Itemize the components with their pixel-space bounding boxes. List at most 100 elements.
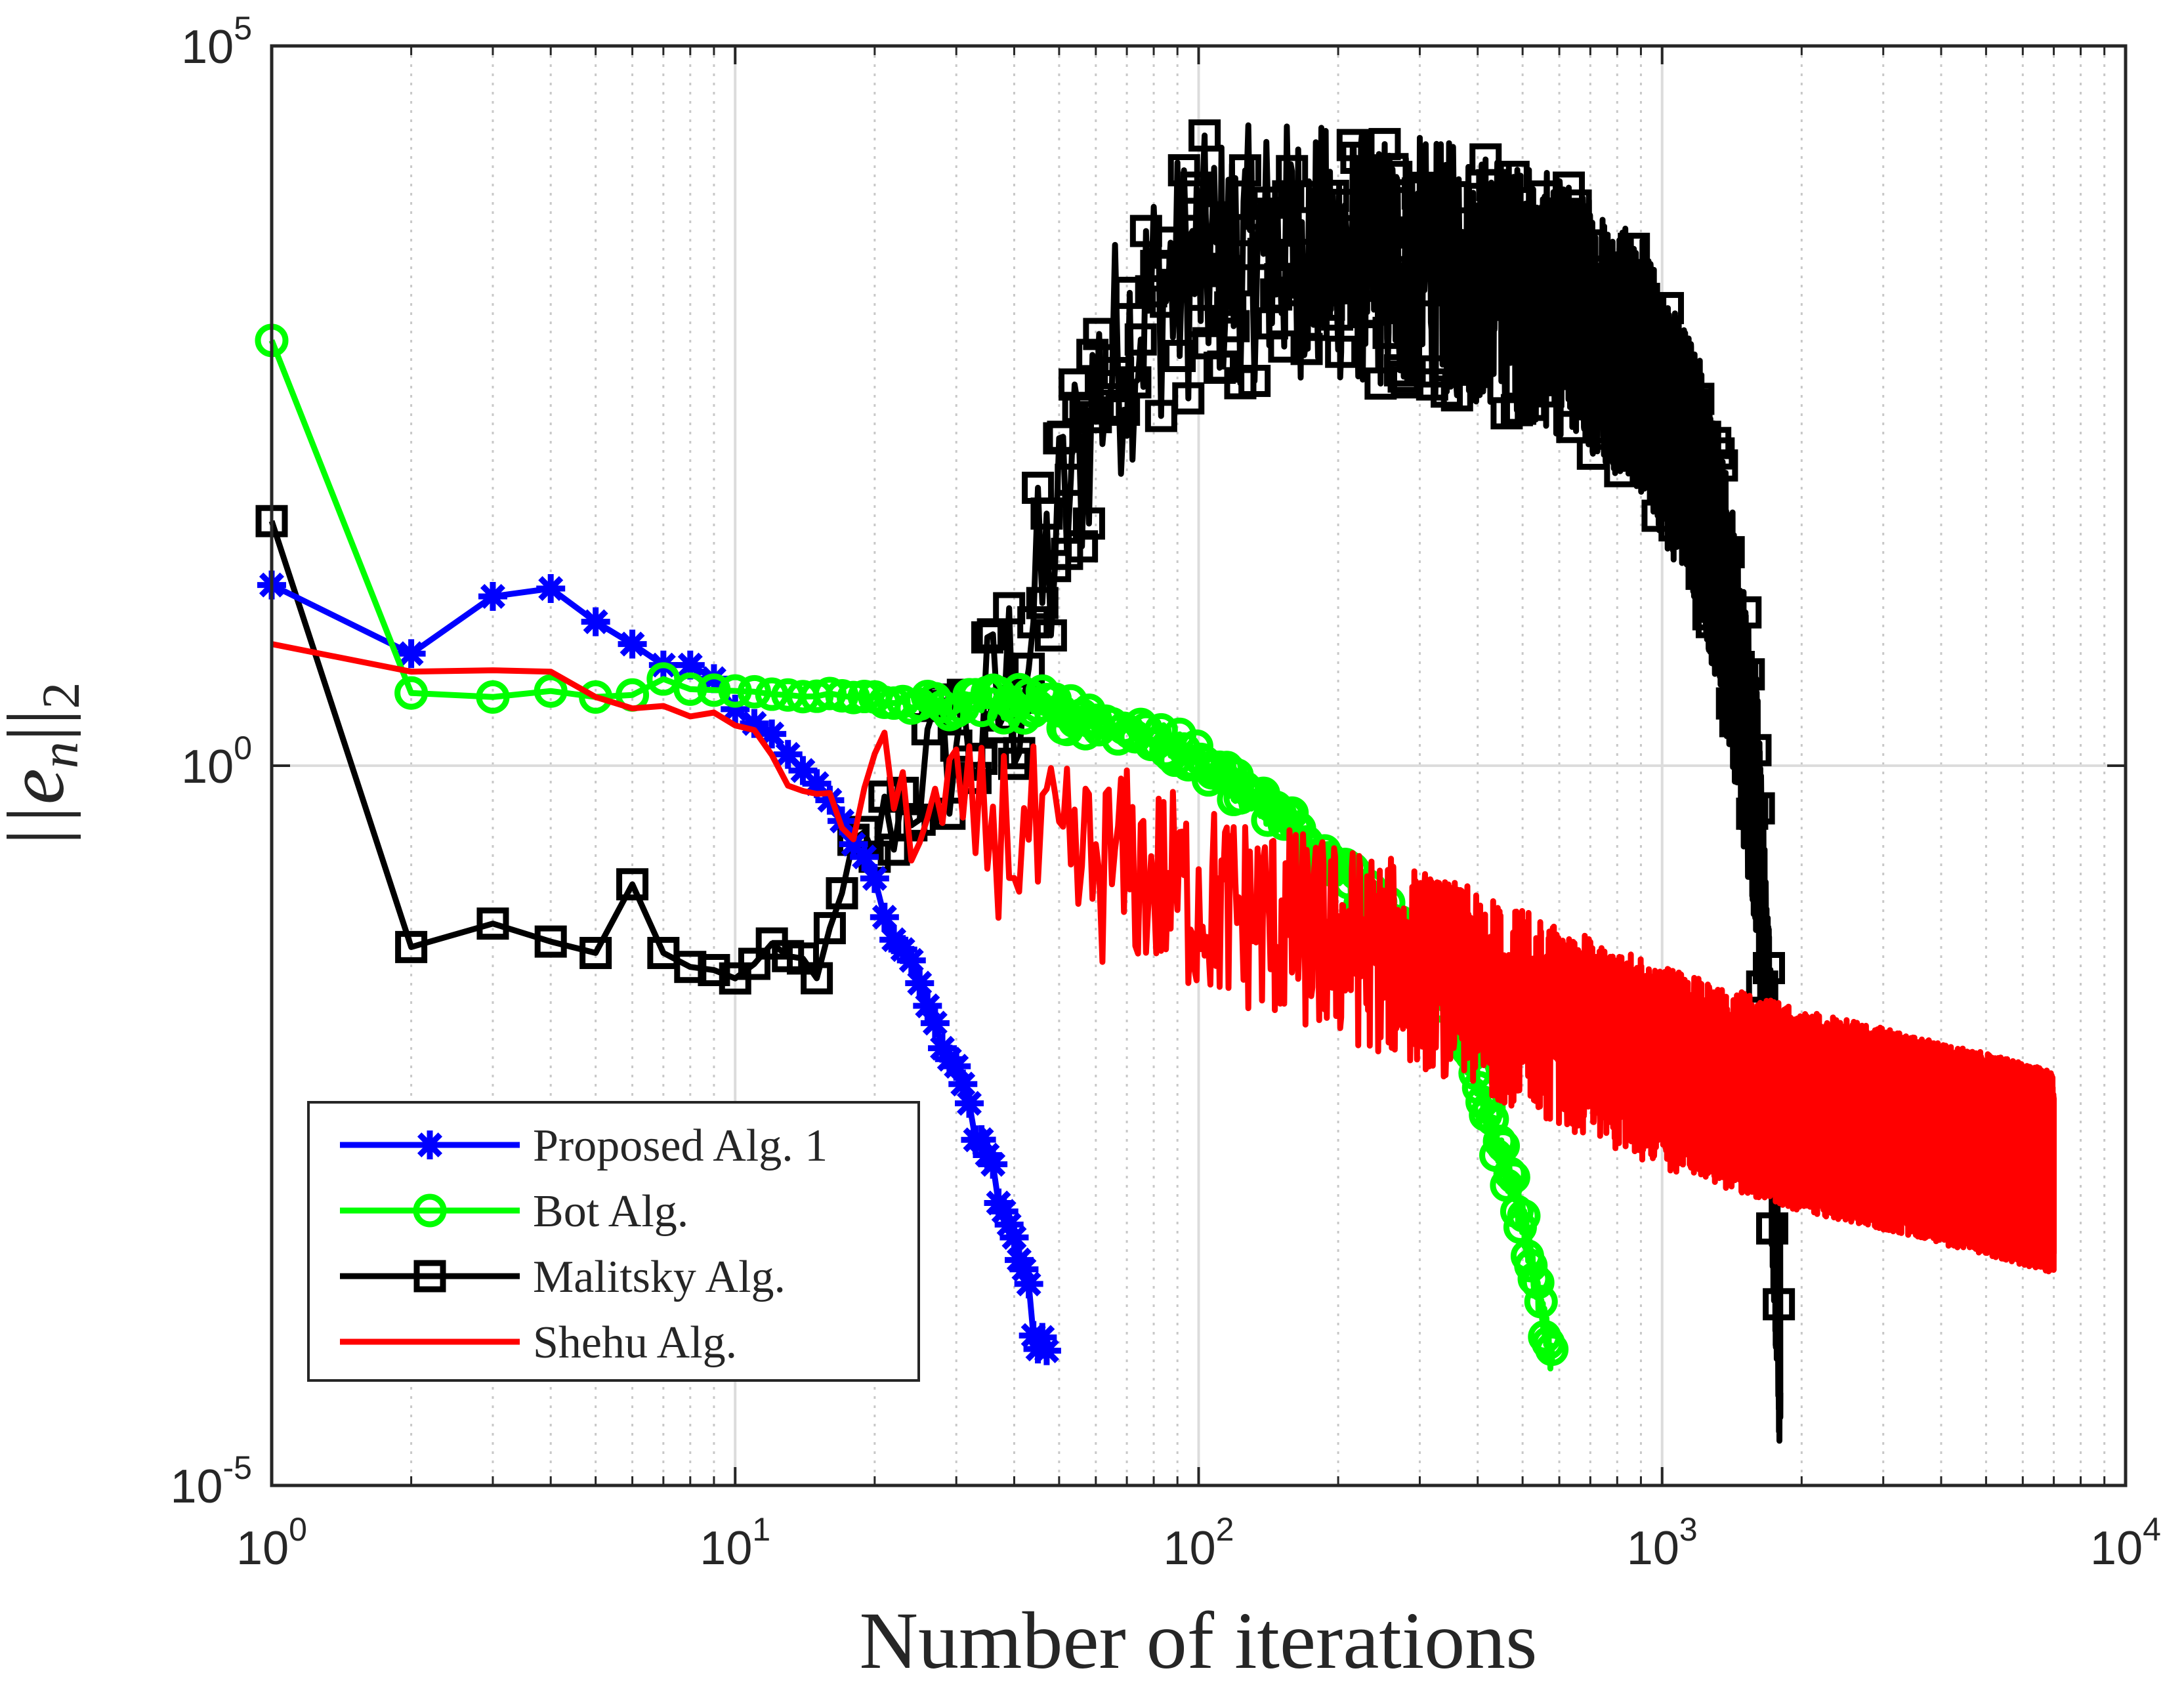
series-marker-square	[1671, 486, 1704, 519]
series-marker-square	[1268, 330, 1301, 363]
series-marker-circle	[737, 674, 771, 709]
series-marker-square	[1238, 365, 1271, 398]
series-marker-square	[1150, 285, 1183, 318]
series-marker-square	[413, 1260, 446, 1293]
legend-label: Proposed Alg. 1	[533, 1121, 828, 1171]
legend-items: Proposed Alg. 1 Bot Alg. Malitsky Alg. Sheh…	[340, 1121, 828, 1368]
series-marker-square	[1524, 240, 1557, 273]
series-marker-asterisk	[536, 574, 566, 604]
x-tick-label: 102	[1164, 1511, 1234, 1575]
series-marker-square	[1308, 216, 1341, 249]
series-marker-square	[1034, 619, 1067, 652]
series-marker-asterisk	[955, 1088, 984, 1118]
series-marker-circle	[1524, 1285, 1558, 1319]
series-marker-square	[1685, 558, 1718, 591]
marker-stroke	[907, 970, 933, 996]
series-marker-square	[1055, 463, 1087, 496]
series-marker-square	[1347, 264, 1380, 297]
marker-stroke	[956, 1090, 982, 1116]
series-marker-square	[959, 762, 992, 795]
series-marker-square	[1188, 119, 1221, 152]
series-marker-circle	[476, 680, 510, 714]
series-marker-square	[1692, 598, 1725, 631]
marker-stroke	[950, 1071, 976, 1097]
y-axis-label: ||en||2	[0, 682, 91, 850]
series-marker-square	[1372, 316, 1405, 349]
series-marker-square	[971, 621, 1003, 653]
series-marker-square	[1635, 337, 1668, 370]
series-markers	[255, 119, 1796, 1321]
series-marker-square	[1076, 339, 1109, 371]
marker-stroke	[980, 1151, 1006, 1177]
series-marker-asterisk	[581, 607, 610, 636]
series-marker-circle	[394, 676, 429, 710]
y-label-subscript-n: n	[30, 741, 89, 768]
series-marker-asterisk	[905, 968, 934, 998]
series-marker-square	[1570, 262, 1603, 295]
series-marker-square	[1180, 171, 1213, 204]
svg-text:||en||2: ||en||2	[0, 682, 91, 850]
series-line	[271, 641, 2057, 1275]
series-marker-square	[1066, 530, 1099, 563]
marker-stroke	[1016, 1271, 1041, 1296]
series-marker-square	[1573, 229, 1606, 262]
series-marker-circle	[697, 673, 731, 707]
series-marker-square	[1228, 154, 1261, 187]
marker-stroke	[922, 1010, 948, 1036]
legend-label: Bot Alg.	[533, 1186, 688, 1237]
series-marker-square	[1325, 335, 1358, 368]
series-marker-square	[395, 930, 428, 963]
series-marker-square	[1576, 437, 1609, 470]
series-marker-square	[1494, 289, 1526, 321]
series-marker-asterisk	[618, 629, 647, 659]
series-marker-square	[1217, 310, 1250, 342]
legend-box	[307, 1101, 920, 1382]
series-marker-asterisk	[850, 842, 879, 872]
y-tick-label: 100	[181, 730, 252, 793]
series-marker-circle	[812, 676, 847, 711]
series-marker-asterisk	[860, 863, 889, 893]
y-label-norm-close: ||	[0, 709, 81, 742]
series-marker-square	[1124, 323, 1157, 356]
series-marker-square	[1559, 189, 1592, 222]
series-marker-asterisk	[978, 1150, 1008, 1179]
marker-stroke	[480, 583, 505, 609]
marker-stroke	[790, 758, 816, 783]
legend-entry: Shehu Alg.	[340, 1317, 737, 1368]
marker-stroke	[1034, 1338, 1059, 1363]
series-marker-square	[976, 618, 1009, 651]
series-marker-circle	[579, 680, 613, 714]
y-tick-label: 10-5	[170, 1449, 252, 1513]
marker-stroke	[969, 1127, 994, 1153]
series-marker-circle	[902, 687, 936, 721]
series-marker-square	[1719, 705, 1752, 737]
series-marker-circle	[673, 672, 707, 706]
marker-stroke	[996, 1212, 1022, 1237]
series-marker-square	[1618, 232, 1650, 265]
series-marker-square	[1604, 455, 1637, 487]
series-marker-circle	[1521, 1266, 1555, 1300]
marker-stroke	[991, 1199, 1017, 1224]
x-tick-label: 101	[700, 1511, 770, 1575]
series-marker-square	[1329, 188, 1362, 221]
series-marker-square	[1553, 171, 1586, 204]
series-marker-square	[1732, 658, 1765, 691]
marker-stroke	[898, 947, 924, 973]
marker-stroke	[583, 609, 608, 634]
series-marker-square	[1638, 344, 1671, 377]
marker-stroke	[775, 741, 801, 767]
legend-label: Shehu Alg.	[533, 1317, 737, 1368]
series-marker-asterisk	[870, 902, 899, 932]
marker-stroke	[841, 831, 866, 857]
marker-stroke	[862, 865, 887, 891]
series-marker-square	[1321, 298, 1354, 331]
series-marker-square	[1682, 383, 1715, 415]
series-marker-square	[1102, 357, 1135, 390]
series-marker-square	[1729, 596, 1762, 629]
series-marker-square	[1247, 238, 1280, 270]
series-marker-square	[1712, 536, 1745, 569]
series-marker-square	[1026, 587, 1059, 619]
